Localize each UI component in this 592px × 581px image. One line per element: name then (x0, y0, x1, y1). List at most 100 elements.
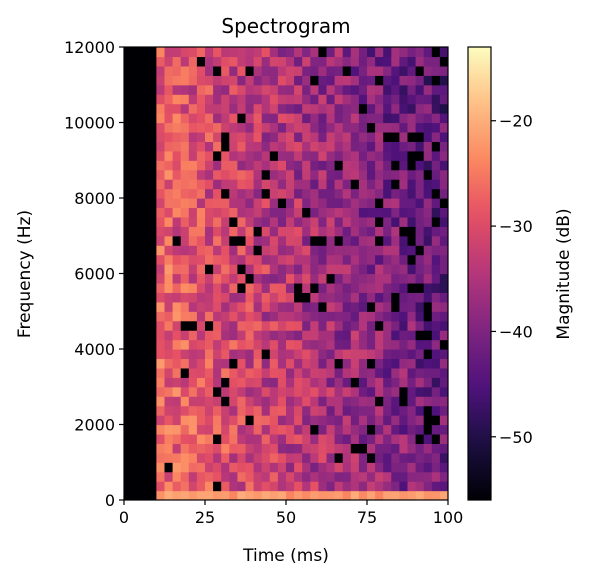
heatmap-cell (229, 301, 238, 312)
heatmap-cell (172, 386, 182, 397)
heatmap-cell (196, 415, 206, 426)
heatmap-cell (318, 122, 328, 133)
heatmap-cell (229, 131, 238, 142)
heatmap-cell (188, 226, 198, 237)
heatmap-cell (196, 216, 206, 227)
heatmap-cell (156, 443, 166, 454)
heatmap-cell (399, 433, 409, 444)
heatmap-cell (180, 396, 190, 407)
x-tick-label: 25 (195, 508, 215, 527)
heatmap-cell (326, 122, 336, 133)
heatmap-cell (180, 207, 190, 218)
heatmap-cell (180, 141, 190, 152)
heatmap-cell (294, 330, 303, 341)
heatmap-cell (229, 471, 238, 482)
heatmap-cell (261, 141, 271, 152)
heatmap-cell (326, 367, 336, 378)
heatmap-cell (132, 65, 141, 76)
heatmap-cell (164, 188, 174, 199)
heatmap-cell (439, 424, 448, 435)
x-tick-label: 0 (119, 508, 129, 527)
heatmap-cell (318, 452, 328, 463)
heatmap-cell (423, 226, 433, 237)
heatmap-cell (237, 235, 247, 246)
heatmap-cell (156, 311, 166, 322)
heatmap-cell (334, 226, 344, 237)
heatmap-cell (310, 141, 319, 152)
x-axis-ticks: 0 25 50 75 100 (119, 500, 463, 527)
heatmap-cell (383, 481, 392, 492)
heatmap-cell (431, 358, 441, 369)
heatmap-cell (229, 141, 238, 152)
heatmap-cell (172, 56, 182, 67)
heatmap-cell (358, 462, 368, 473)
heatmap-cell (140, 65, 149, 76)
heatmap-cell (318, 216, 328, 227)
heatmap-cell (261, 131, 271, 142)
heatmap-cell (286, 452, 295, 463)
heatmap-cell (237, 84, 247, 95)
heatmap-cell (148, 330, 157, 341)
heatmap-cell (423, 490, 433, 500)
heatmap-cell (294, 84, 303, 95)
heatmap-cell (375, 179, 384, 190)
heatmap-cell (148, 94, 157, 105)
heatmap-cell (229, 245, 238, 256)
heatmap-cell (423, 94, 433, 105)
heatmap-cell (294, 216, 303, 227)
heatmap-cell (221, 47, 230, 58)
heatmap-cell (156, 131, 166, 142)
heatmap-cell (423, 367, 433, 378)
heatmap-cell (245, 113, 255, 124)
heatmap-cell (294, 169, 303, 180)
heatmap-cell (269, 65, 279, 76)
heatmap-cell (415, 386, 425, 397)
heatmap-cell (229, 358, 238, 369)
heatmap-cell (294, 94, 303, 105)
heatmap-cell (164, 292, 174, 303)
heatmap-cell (277, 405, 287, 416)
heatmap-cell (423, 292, 433, 303)
heatmap-cell (399, 169, 409, 180)
heatmap-cell (196, 169, 206, 180)
heatmap-cell (172, 330, 182, 341)
heatmap-cell (439, 396, 448, 407)
heatmap-cell (334, 424, 344, 435)
heatmap-cell (439, 339, 448, 350)
heatmap-cell (391, 311, 400, 322)
heatmap-cell (196, 339, 206, 350)
heatmap-cell (253, 471, 263, 482)
heatmap-cell (148, 396, 157, 407)
heatmap-cell (407, 122, 417, 133)
heatmap-cell (350, 56, 360, 67)
heatmap-cell (237, 405, 247, 416)
heatmap-cell (229, 349, 238, 360)
heatmap-cell (164, 198, 174, 209)
heatmap-cell (334, 179, 344, 190)
heatmap-cell (294, 122, 303, 133)
heatmap-cell (302, 94, 311, 105)
heatmap-cell (310, 462, 319, 473)
heatmap-cell (140, 273, 149, 284)
heatmap-cell (172, 113, 182, 124)
heatmap-cell (286, 367, 295, 378)
heatmap-cell (188, 301, 198, 312)
heatmap-cell (407, 311, 417, 322)
heatmap-cell (310, 433, 319, 444)
heatmap-cell (358, 103, 368, 114)
heatmap-cell (245, 405, 255, 416)
heatmap-cell (132, 471, 141, 482)
heatmap-cell (140, 150, 149, 161)
heatmap-cell (431, 481, 441, 492)
heatmap-cell (302, 113, 311, 124)
heatmap-cell (148, 264, 157, 275)
heatmap-cell (277, 141, 287, 152)
heatmap-cell (286, 169, 295, 180)
heatmap-cell (213, 349, 222, 360)
heatmap-cell (140, 320, 149, 331)
heatmap-cell (431, 84, 441, 95)
heatmap-cell (180, 311, 190, 322)
heatmap-cell (383, 103, 392, 114)
heatmap-cell (431, 282, 441, 293)
heatmap-cell (367, 56, 376, 67)
